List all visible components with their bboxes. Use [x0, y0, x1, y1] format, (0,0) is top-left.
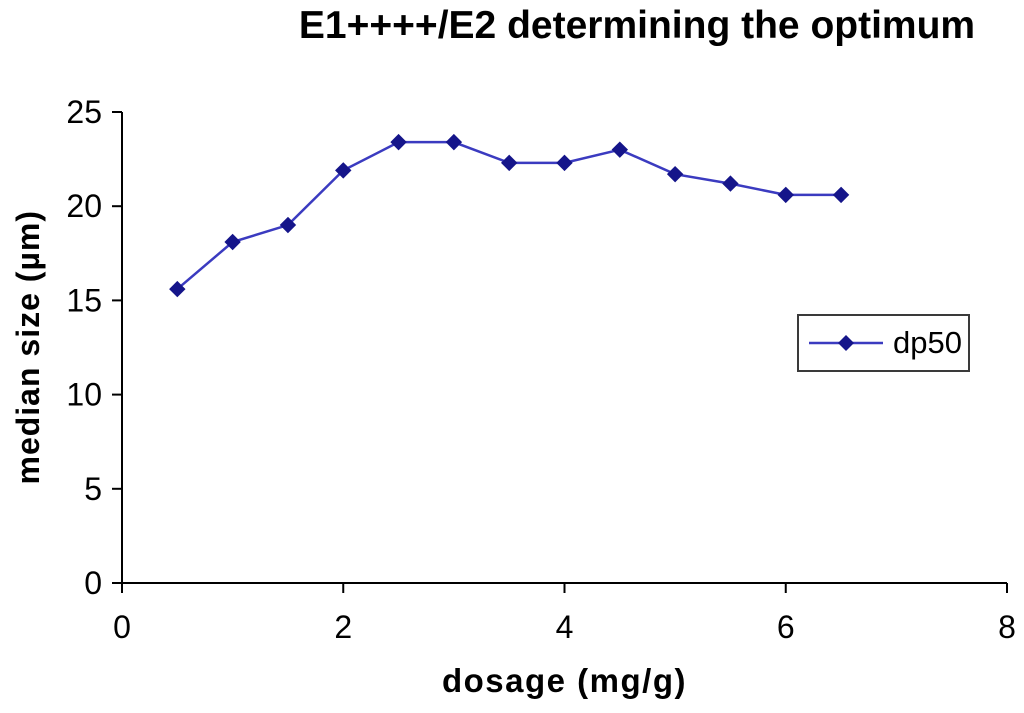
data-point-marker: [777, 186, 794, 204]
data-point-marker: [500, 154, 518, 172]
y-tick-label: 15: [66, 282, 102, 318]
x-tick-label: 0: [113, 609, 131, 645]
x-axis-title: dosage (mg/g): [441, 662, 687, 699]
y-tick-label: 5: [84, 471, 102, 507]
data-point-marker: [169, 280, 186, 298]
y-tick-label: 0: [84, 565, 102, 601]
y-tick-label: 10: [66, 377, 102, 413]
data-point-marker: [445, 133, 463, 151]
y-axis-title-box: median size (µm): [4, 112, 52, 583]
legend-marker-sample: [838, 335, 854, 351]
legend: dp50: [797, 314, 970, 372]
y-axis-title: median size (µm): [9, 210, 46, 485]
chart-title: E1++++/E2 determining the optimum: [298, 4, 976, 47]
x-tick-label: 4: [556, 609, 574, 645]
x-tick-label: 2: [334, 609, 352, 645]
data-point-marker: [224, 233, 241, 251]
data-point-marker: [279, 216, 297, 234]
data-point-marker: [556, 154, 573, 172]
data-point-marker: [611, 141, 629, 158]
data-point-marker: [335, 162, 352, 179]
data-point-marker: [390, 133, 407, 151]
legend-line-marker-icon: [809, 335, 883, 351]
data-point-marker: [666, 165, 684, 183]
y-tick-label: 20: [66, 188, 102, 224]
data-point-marker: [832, 186, 850, 204]
data-point-marker: [722, 175, 739, 192]
y-tick-label: 25: [66, 94, 102, 130]
x-tick-label: 6: [777, 609, 795, 645]
legend-label: dp50: [893, 325, 962, 360]
x-tick-label: 8: [998, 609, 1016, 645]
